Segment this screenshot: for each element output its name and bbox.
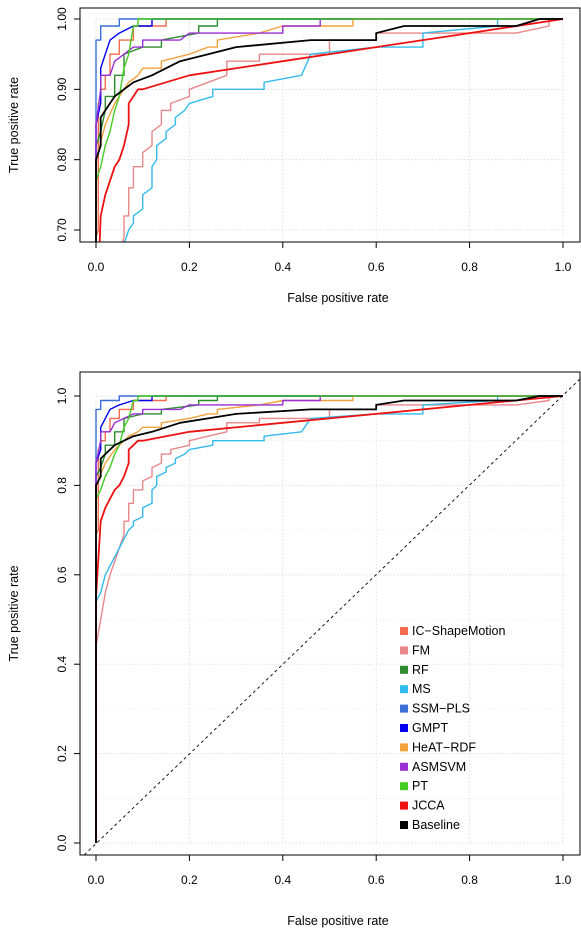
x-axis: 0.0 0.2 0.4 0.6 0.8 1.0 [88,242,572,274]
y-tick-label: 0.0 [55,834,69,851]
legend-swatch [400,743,408,752]
roc-curve-rf [95,18,563,242]
x-axis-title: False positive rate [287,291,388,305]
x-tick-label: 0.2 [181,260,198,274]
x-tick-label: 0.8 [461,873,478,887]
legend-label: JCCA [412,799,445,813]
legend-swatch [400,782,408,791]
roc-curve-pt [95,18,563,242]
x-tick-label: 0.8 [461,260,478,274]
x-tick-label: 0.0 [88,260,105,274]
legend-swatch [400,821,408,829]
y-tick-label: 1.0 [55,387,69,404]
legend-label: IC−ShapeMotion [412,624,506,638]
legend-swatch [400,704,408,713]
chance-diagonal [83,378,580,855]
x-tick-label: 0.6 [368,873,385,887]
roc-chart-bottom: 0.0 0.2 0.4 0.6 0.8 1.0 0.0 0.2 0.4 0.6 0.8 1.0 Fals… [7,371,581,928]
roc-curve-pt [95,395,563,843]
roc-curve-heat-rdf [95,18,563,242]
roc-curve-ms [123,18,563,242]
legend-swatch [400,665,408,674]
legend-label: SSM−PLS [412,702,470,716]
legend-label: PT [412,779,428,793]
roc-curve-jcca [95,395,564,843]
roc-curve-jcca [98,18,564,242]
legend: IC−ShapeMotion FM RF MS SSM−PLS GMPT HeAT−RDF A… [400,624,506,832]
x-tick-label: 1.0 [555,873,572,887]
y-axis-title: True positive rate [7,77,21,173]
legend-swatch [400,646,408,655]
legend-swatch [400,762,408,771]
roc-curve-gmpt [95,395,563,843]
legend-swatch [400,627,408,635]
legend-swatch [400,724,408,732]
roc-curve-asmsvm [95,18,563,242]
legend-label: MS [412,682,431,696]
y-tick-label: 0.6 [55,566,69,583]
x-tick-label: 0.6 [368,260,385,274]
plot-frame [79,7,581,243]
y-tick-label: 0.8 [55,477,69,494]
roc-curve-ssm-pls [95,395,563,843]
roc-curve-fm [122,18,563,242]
y-tick-label: 0.4 [55,656,69,673]
y-axis-title: True positive rate [7,565,21,661]
series-group [95,395,564,843]
legend-label: Baseline [412,818,460,832]
roc-curve-baseline [95,18,563,242]
y-axis: 0.70 0.80 0.90 1.00 [55,7,80,242]
roc-curve-gmpt [95,18,563,242]
roc-curve-heat-rdf [95,395,563,843]
series-group [95,18,564,242]
y-axis: 0.0 0.2 0.4 0.6 0.8 1.0 [55,387,80,851]
x-tick-label: 0.2 [181,873,198,887]
roc-curve-ic-shapemotion [95,18,563,242]
legend-label: GMPT [412,721,448,735]
roc-chart-top: 0.0 0.2 0.4 0.6 0.8 1.0 0.70 0.80 0.90 1.00 False … [7,7,581,305]
roc-curve-baseline [95,395,563,843]
legend-label: HeAT−RDF [412,740,476,754]
plot-frame [79,371,581,856]
legend-label: RF [412,663,429,677]
legend-swatch [400,685,408,694]
x-axis: 0.0 0.2 0.4 0.6 0.8 1.0 [88,855,572,887]
roc-curve-asmsvm [95,395,563,843]
y-tick-label: 0.70 [55,218,69,242]
x-tick-label: 0.0 [88,873,105,887]
legend-label: FM [412,643,430,657]
x-tick-label: 1.0 [555,260,572,274]
legend-label: ASMSVM [412,760,466,774]
x-axis-title: False positive rate [287,914,388,928]
x-tick-label: 0.4 [274,260,291,274]
y-tick-label: 0.2 [55,745,69,762]
y-tick-label: 0.80 [55,148,69,172]
y-tick-label: 0.90 [55,77,69,101]
y-tick-label: 1.00 [55,7,69,31]
roc-curve-ssm-pls [95,18,563,242]
roc-curve-ms [95,395,563,843]
x-tick-label: 0.4 [274,873,291,887]
legend-swatch [400,801,408,810]
